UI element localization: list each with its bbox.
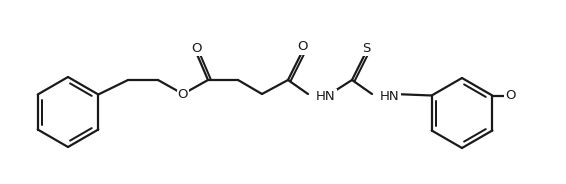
Text: S: S <box>362 42 370 54</box>
Text: HN: HN <box>380 91 400 103</box>
Text: O: O <box>178 88 188 100</box>
Text: O: O <box>505 89 516 102</box>
Text: HN: HN <box>316 91 336 103</box>
Text: O: O <box>191 42 201 54</box>
Text: O: O <box>297 40 307 54</box>
